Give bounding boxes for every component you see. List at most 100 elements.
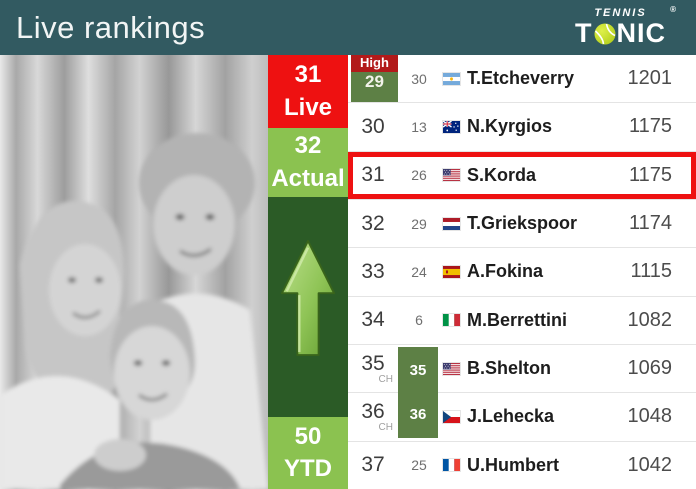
- rank-cell: High 29: [348, 55, 398, 103]
- flag-netherlands-icon: [443, 217, 460, 230]
- player-name[interactable]: N.Kyrgios: [467, 116, 553, 137]
- page-header: Live rankings TENNIS T: [0, 0, 696, 55]
- career-high-cell: 6: [398, 297, 440, 344]
- player-name[interactable]: U.Humbert: [467, 454, 560, 475]
- player-cell[interactable]: S.Korda: [440, 165, 618, 186]
- career-high-cell: 29: [398, 200, 440, 247]
- career-high-cell: 35: [398, 345, 440, 394]
- player-cell[interactable]: T.Griekspoor: [440, 213, 618, 234]
- rank-cell: 35 CH: [348, 345, 398, 392]
- ytd-rank-label: YTD: [284, 455, 332, 482]
- flag-australia-icon: [443, 120, 460, 133]
- flag-italy-icon: [443, 314, 460, 327]
- rank-value: 32: [361, 211, 385, 235]
- career-high-value: 35: [398, 346, 438, 394]
- points-value: 1048: [627, 405, 673, 428]
- logo-letters-nic: NIC: [616, 18, 666, 48]
- career-high-cell: 36: [398, 392, 440, 440]
- flag-czechia-icon: [443, 410, 460, 423]
- rank-value: 35: [361, 352, 385, 376]
- player-name[interactable]: T.Griekspoor: [467, 213, 578, 234]
- trend-panel: [268, 197, 348, 417]
- player-cell[interactable]: N.Kyrgios: [440, 116, 618, 137]
- table-row[interactable]: High 29 30 T.Etcheverry 1201: [348, 55, 696, 104]
- live-rank-box: 31 Live: [268, 55, 348, 128]
- career-high-value: 25: [411, 457, 427, 474]
- flag-usa-icon: [443, 169, 460, 182]
- career-high-cell: 30: [398, 55, 440, 102]
- logo-tonic-text: T NIC ®: [575, 6, 676, 48]
- player-cell[interactable]: T.Etcheverry: [440, 68, 618, 89]
- table-row[interactable]: 32 29 T.Griekspoor 1174: [348, 200, 696, 249]
- ytd-rank-value: 50: [294, 422, 322, 450]
- career-high-value: 13: [411, 118, 427, 135]
- rank-summary-column: 31 Live 32 Actual: [268, 55, 348, 489]
- player-name[interactable]: A.Fokina: [467, 261, 544, 282]
- rank-cell: 36 CH: [348, 393, 398, 440]
- table-row[interactable]: 35 CH 35 B.Shelton 1069: [348, 345, 696, 394]
- tennis-tonic-logo[interactable]: TENNIS T NIC ®: [575, 6, 676, 48]
- high-header-label: High: [351, 55, 398, 72]
- live-rank-value: 31: [294, 61, 322, 89]
- points-value: 1175: [628, 115, 672, 138]
- career-high-tag: CH: [378, 374, 393, 386]
- career-high-value: 36: [398, 392, 438, 438]
- points-value: 1201: [627, 67, 673, 90]
- flag-usa-icon: [443, 362, 460, 375]
- career-high-flag: High 29: [351, 55, 398, 103]
- flag-france-icon: [443, 459, 460, 472]
- player-cell[interactable]: M.Berrettini: [440, 310, 618, 331]
- table-row[interactable]: 30 13 N.Kyrgios 1175: [348, 103, 696, 152]
- actual-rank-box: 32 Actual: [268, 128, 348, 197]
- rank-value: 30: [361, 114, 385, 138]
- registered-mark: ®: [670, 5, 677, 14]
- rank-cell: 30: [348, 103, 398, 150]
- player-photo: [0, 55, 268, 489]
- player-cell[interactable]: J.Lehecka: [440, 406, 618, 427]
- points-value: 1175: [628, 163, 672, 186]
- career-high-value: 24: [411, 263, 427, 280]
- career-high-value: 26: [411, 167, 427, 184]
- career-high-value: 29: [411, 215, 427, 232]
- rank-cell: 32: [348, 200, 398, 247]
- career-high-cell: 25: [398, 442, 440, 489]
- career-high-value: 6: [415, 312, 423, 329]
- rank-cell: 31: [348, 152, 398, 199]
- career-high-value: 30: [411, 70, 427, 87]
- rank-value: 33: [361, 259, 385, 283]
- player-name[interactable]: J.Lehecka: [467, 406, 555, 427]
- career-high-cell: 13: [398, 103, 440, 150]
- player-cell[interactable]: U.Humbert: [440, 455, 618, 476]
- player-name[interactable]: M.Berrettini: [467, 309, 568, 330]
- table-row[interactable]: 37 25 U.Humbert 1042: [348, 442, 696, 489]
- player-name[interactable]: S.Korda: [467, 164, 537, 185]
- rankings-table: High 29 30 T.Etcheverry 1201 30 13 N.Kyrgios 117…: [348, 55, 696, 489]
- table-row[interactable]: 36 CH 36 J.Lehecka 1048: [348, 392, 696, 442]
- table-row[interactable]: 31 26 S.Korda 1175: [348, 152, 696, 200]
- arrow-up-icon: [279, 238, 337, 363]
- points-value: 1082: [627, 308, 673, 331]
- logo-tennis-text: TENNIS: [594, 7, 647, 19]
- page-title: Live rankings: [16, 9, 206, 45]
- player-cell[interactable]: B.Shelton: [440, 358, 618, 379]
- player-name[interactable]: B.Shelton: [467, 358, 551, 379]
- rank-value: 34: [361, 308, 385, 332]
- rank-value: 36: [361, 400, 385, 424]
- rank-value: 31: [361, 163, 385, 187]
- tennis-ball-icon: [594, 23, 616, 45]
- actual-rank-label: Actual: [271, 164, 345, 192]
- points-value: 1042: [627, 453, 673, 476]
- ytd-rank-box: 50 YTD: [268, 417, 348, 489]
- player-cell[interactable]: A.Fokina: [440, 261, 618, 282]
- main-content: 31 Live 32 Actual: [0, 55, 696, 489]
- rank-value: 29: [351, 72, 398, 103]
- flag-spain-icon: [443, 265, 460, 278]
- table-row[interactable]: 33 24 A.Fokina 1115: [348, 248, 696, 297]
- table-row[interactable]: 34 6 M.Berrettini 1082: [348, 297, 696, 345]
- rank-cell: 34: [348, 297, 398, 344]
- actual-rank-value: 32: [294, 132, 322, 160]
- rank-cell: 37: [348, 442, 398, 489]
- rank-cell: 33: [348, 248, 398, 295]
- player-name[interactable]: T.Etcheverry: [467, 68, 575, 89]
